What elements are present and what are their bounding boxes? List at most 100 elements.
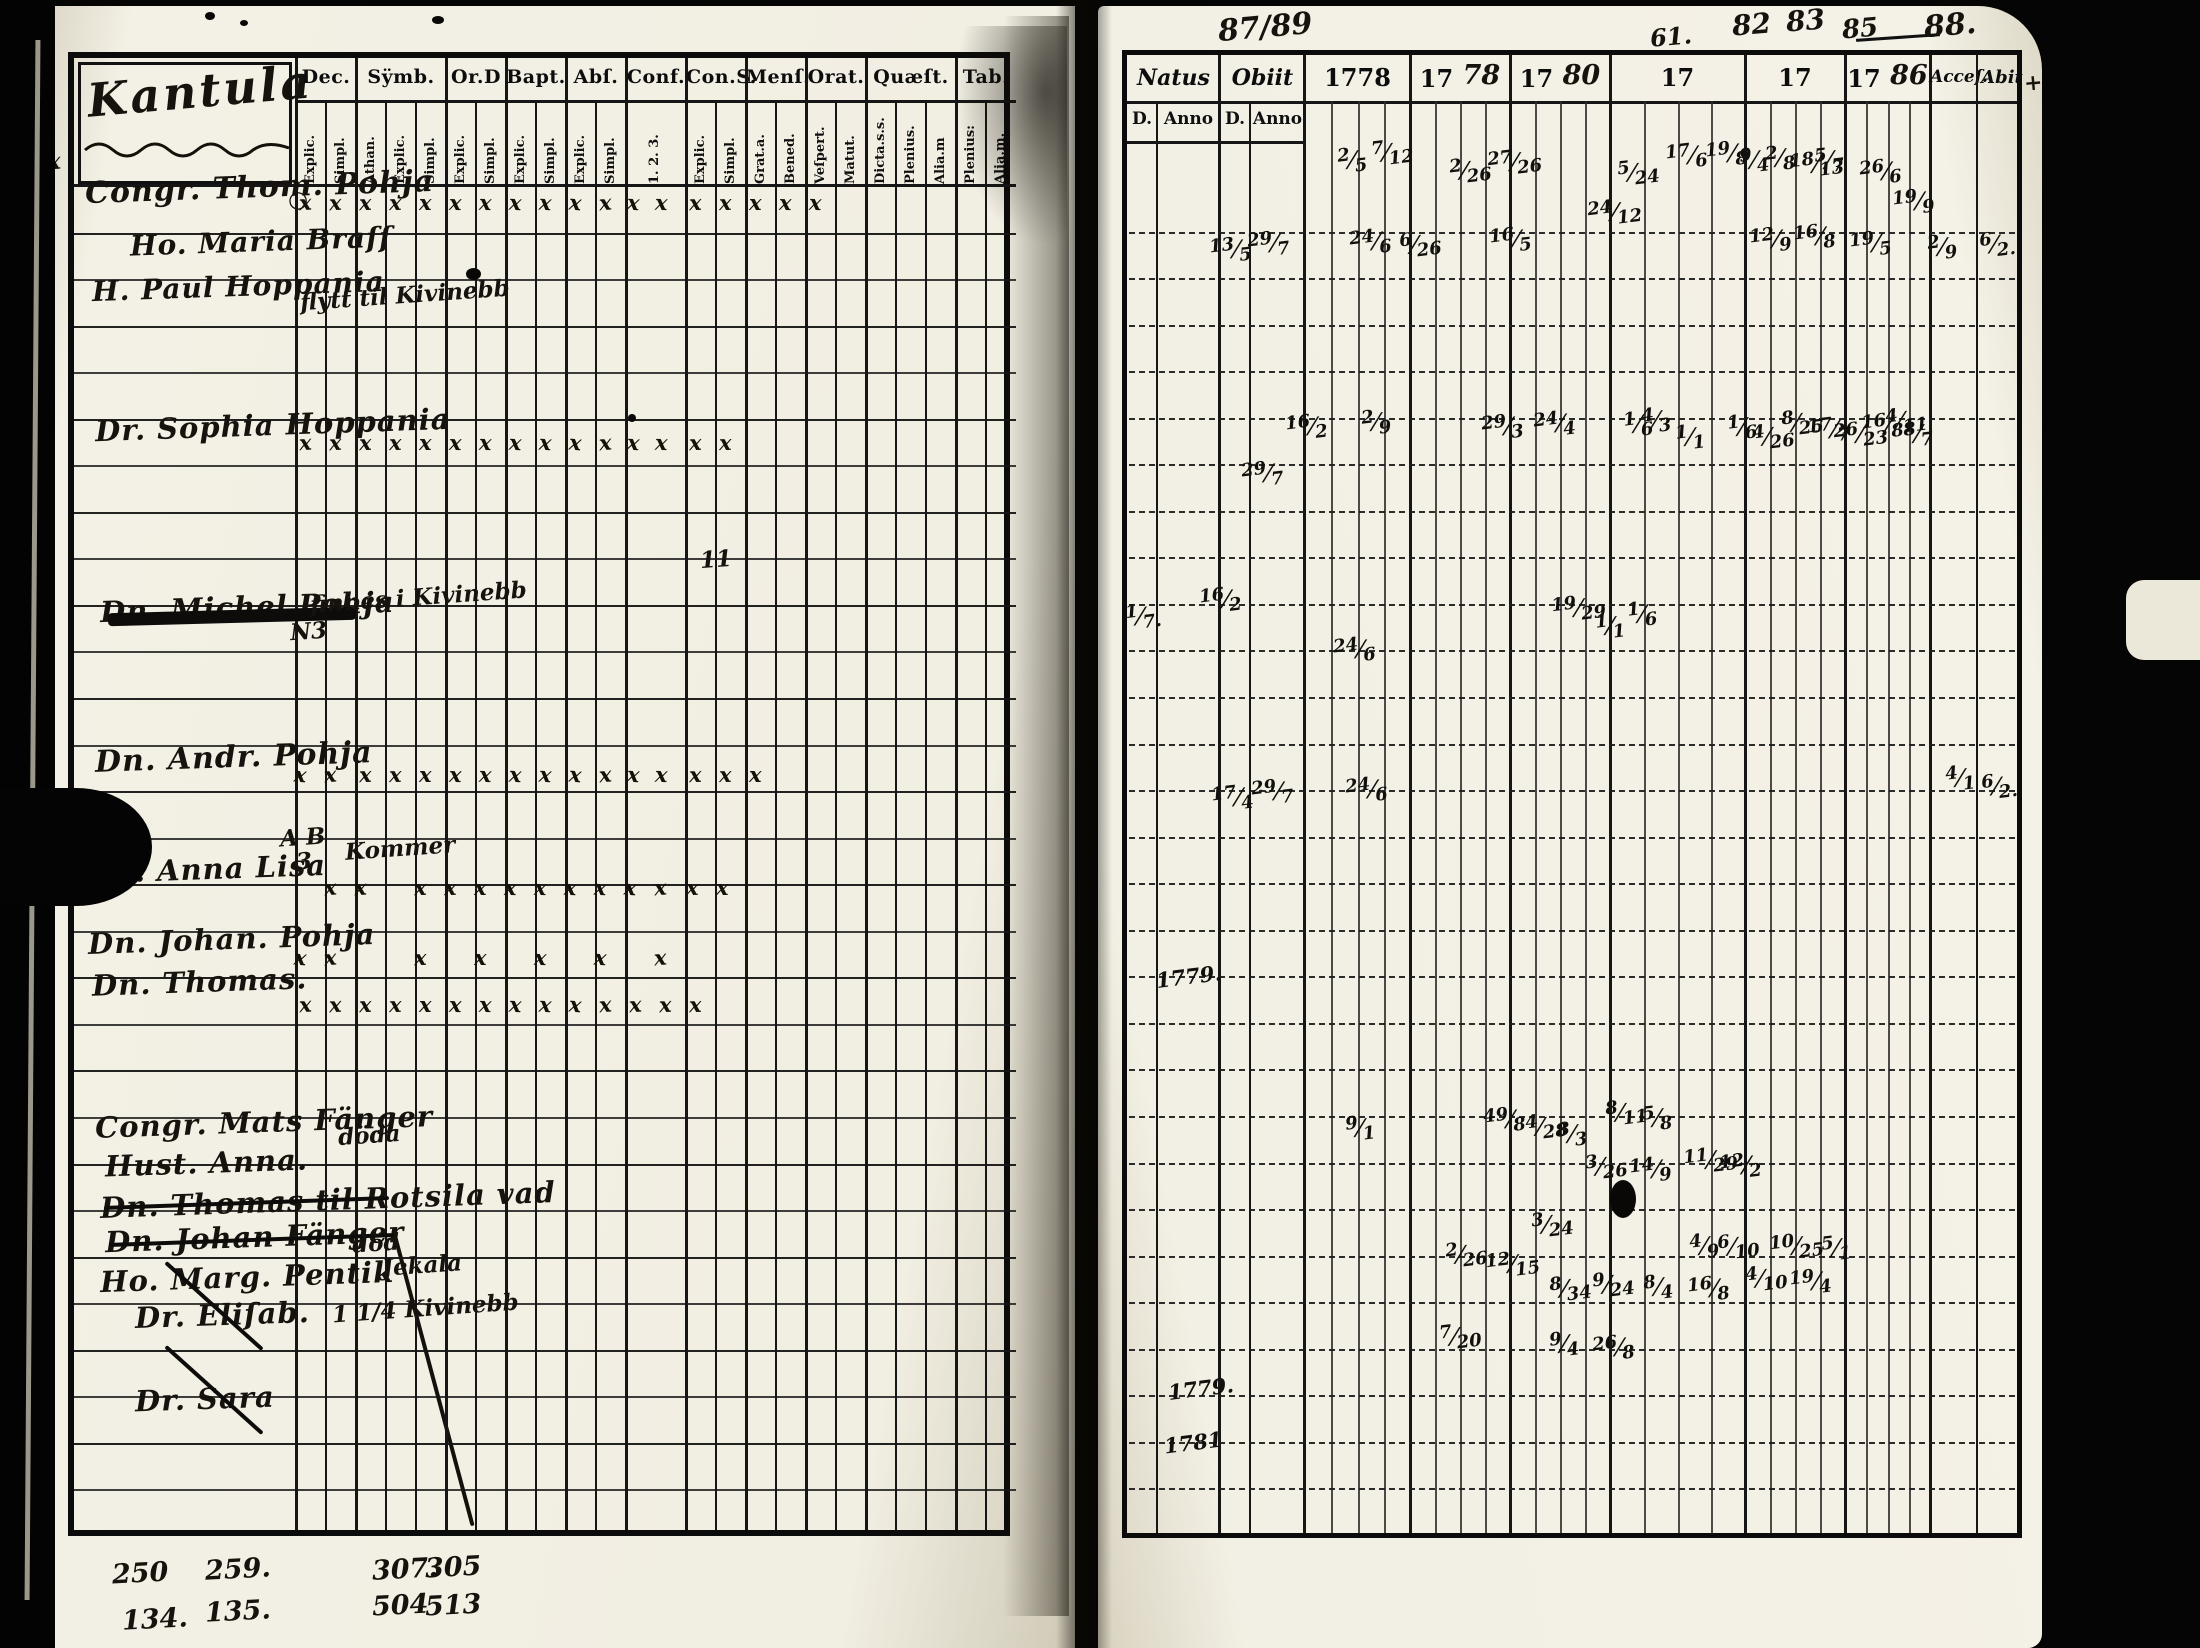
attendance-x-mark: x xyxy=(298,429,313,456)
column-subheader-label: Explic. xyxy=(453,134,468,184)
year-subcolumn-line xyxy=(1585,101,1587,1533)
attendance-x-mark: x xyxy=(328,429,343,456)
register-entry-name: Hust. Anna. xyxy=(104,1142,309,1184)
column-subheader-label: Simpl. xyxy=(723,137,738,184)
column-subheader-label: Simpl. xyxy=(483,137,498,184)
attendance-x-mark: x xyxy=(538,761,553,788)
handwritten-date-mark: 26⁄6 xyxy=(1858,155,1903,188)
margin-note: döda xyxy=(337,1119,402,1152)
handwritten-date-mark: 29⁄7 xyxy=(1250,775,1295,808)
handwritten-mark: 11 xyxy=(699,544,733,575)
handwritten-date-mark: 1781 xyxy=(1162,1426,1224,1459)
attendance-x-mark: x xyxy=(597,429,613,456)
row-rule xyxy=(74,791,1016,793)
column-group-divider xyxy=(625,58,628,1530)
attendance-x-mark: x xyxy=(688,189,702,216)
attendance-x-mark: x xyxy=(298,991,313,1018)
row-rule xyxy=(74,838,1016,840)
handwritten-date-mark: 19⁄5 xyxy=(1848,227,1893,260)
column-header-abit: Abit xyxy=(1981,67,2023,88)
page-total-number: 305 xyxy=(424,1550,483,1585)
row-rule-dashed xyxy=(1129,1256,2015,1258)
handwritten-date-mark: 14⁄9 xyxy=(1628,1153,1673,1186)
header-rule xyxy=(296,100,1016,103)
ink-blot xyxy=(205,12,215,20)
handwritten-date-mark: 1⁄1 xyxy=(1674,421,1707,454)
row-rule-dashed xyxy=(1129,511,2015,513)
column-header-year: 17 78 xyxy=(1419,60,1501,93)
column-divider xyxy=(1744,55,1747,1533)
row-rule xyxy=(74,698,1016,700)
ink-blot xyxy=(628,414,636,422)
attendance-x-mark: x xyxy=(658,991,673,1018)
column-header-Conf: Conf. xyxy=(626,66,686,88)
handwritten-year: 78 xyxy=(1453,60,1501,91)
column-divider xyxy=(1156,101,1158,1533)
row-rule-dashed xyxy=(1129,1395,2015,1397)
column-sub-divider xyxy=(775,100,777,1530)
handwritten-date-mark: 1⁄7. xyxy=(1124,600,1163,633)
row-rule xyxy=(74,512,1016,514)
attendance-x-mark: x xyxy=(508,189,523,216)
attendance-x-mark: x xyxy=(593,944,608,971)
handwritten-date-mark: 29⁄7 xyxy=(1246,227,1291,260)
column-header-OrD: Or.D xyxy=(451,66,501,88)
handwritten-date-mark: 5⁄1 xyxy=(1820,1232,1853,1265)
row-rule xyxy=(74,1257,1016,1259)
handwritten-date-mark: 6⁄2. xyxy=(1980,770,2019,803)
ink-blot xyxy=(432,16,444,24)
attendance-x-mark: x xyxy=(388,761,402,788)
year-subcolumn-line xyxy=(1678,101,1680,1533)
attendance-x-mark: x xyxy=(419,430,432,455)
row-rule-dashed xyxy=(1129,604,2015,606)
attendance-x-mark: x xyxy=(322,944,338,971)
row-rule xyxy=(74,1070,1016,1072)
marginal-annotation: 85 xyxy=(1840,12,1880,46)
ink-blot xyxy=(466,268,481,280)
year-subcolumn-line xyxy=(1820,101,1822,1533)
handwritten-date-mark: 16⁄8 xyxy=(1686,1272,1731,1305)
handwritten-date-mark: 2⁄9 xyxy=(1926,231,1959,264)
column-subheader-label: Simpl. xyxy=(543,137,558,184)
handwritten-date-mark: 4⁄1 xyxy=(1944,762,1977,795)
attendance-x-mark: x xyxy=(626,189,641,216)
handwritten-date-mark: 16⁄2 xyxy=(1284,410,1329,443)
marginal-annotation: + xyxy=(2022,69,2044,97)
attendance-x-mark: x xyxy=(654,189,668,216)
attendance-x-mark: x xyxy=(419,762,432,787)
row-rule-dashed xyxy=(1129,1069,2015,1071)
column-subheader-label: Explic. xyxy=(513,134,528,184)
handwritten-date-mark: 6⁄10 xyxy=(1716,1231,1761,1264)
handwritten-year: 86 xyxy=(1880,60,1928,91)
column-group-divider xyxy=(955,58,958,1530)
page-total-number: 504 xyxy=(371,1588,430,1623)
attendance-x-mark: x xyxy=(626,429,641,456)
year-subcolumn-line xyxy=(1866,101,1868,1533)
row-rule xyxy=(74,745,1016,747)
row-rule-dashed xyxy=(1129,837,2015,839)
page-total-number: 134. xyxy=(121,1602,189,1637)
year-subcolumn-line xyxy=(1485,101,1487,1533)
ink-blot xyxy=(1610,1180,1636,1218)
handwritten-date-mark: 1⁄6 xyxy=(1626,598,1659,631)
attendance-x-mark: x xyxy=(448,761,462,788)
column-sub-divider xyxy=(385,100,387,1530)
attendance-x-mark: x xyxy=(478,991,492,1018)
attendance-x-mark: x xyxy=(654,761,668,788)
marginal-annotation: 83 xyxy=(1784,2,1827,39)
handwritten-date-mark: 8⁄34 xyxy=(1548,1273,1593,1306)
row-rule xyxy=(74,884,1016,886)
column-header-obiit: Obiit xyxy=(1231,65,1294,91)
row-rule xyxy=(74,279,1016,281)
column-sub-divider xyxy=(715,100,717,1530)
row-rule-dashed xyxy=(1129,1023,2015,1025)
row-rule xyxy=(74,233,1016,235)
attendance-x-mark: x xyxy=(322,874,338,901)
right-page-scan: Natus Obiit D. Anno D. Anno 1778 17 78 17 80 17 17… xyxy=(1098,2,2044,1648)
handwritten-date-mark: 5⁄8 xyxy=(1641,1102,1674,1135)
column-group-divider xyxy=(685,58,688,1530)
column-subheader-d: D. xyxy=(1131,109,1153,129)
handwritten-date-mark: 9⁄1 xyxy=(1344,1112,1377,1145)
handwritten-mark: ○ xyxy=(287,185,309,214)
column-subheader-label: Alia.m xyxy=(933,137,948,184)
